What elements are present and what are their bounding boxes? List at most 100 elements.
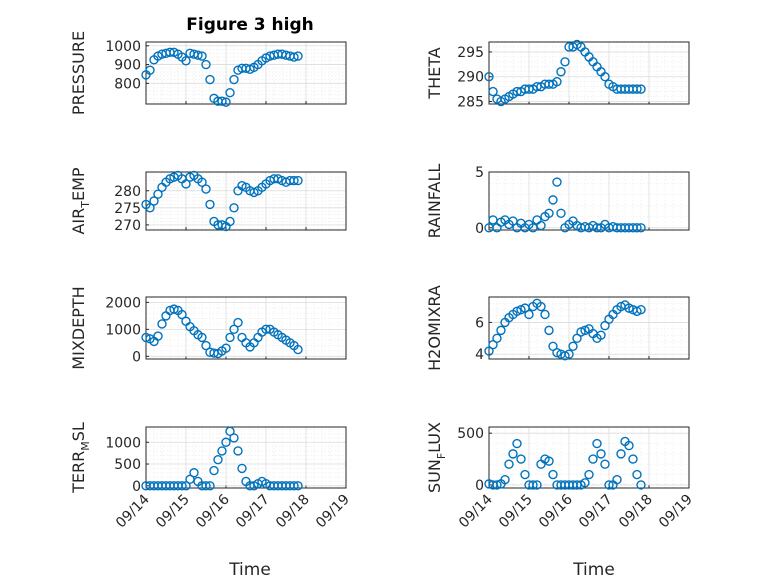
axes-terr_msl: 09/14 09/15 09/16 09/17 09/18 09/19 0 500 1000 TE… [69, 422, 353, 531]
y-tick-label: 270 [114, 218, 141, 234]
data-point [261, 324, 271, 335]
data-point [225, 332, 235, 343]
data-point [604, 480, 614, 490]
x-tick-label: 09/18 [616, 492, 656, 532]
axes-frame [488, 296, 690, 360]
data-point [229, 74, 239, 85]
x-tick-label: 09/15 [496, 492, 536, 532]
x-tick-label: 09/16 [536, 491, 576, 531]
y-tick-label: 900 [114, 58, 141, 74]
data-point [225, 88, 235, 98]
data-point [237, 463, 247, 474]
data-point [229, 203, 239, 213]
data-point [616, 449, 626, 459]
data-point [221, 97, 231, 107]
data-point [528, 480, 538, 490]
data-point [225, 216, 235, 227]
data-point [181, 56, 191, 66]
y-tick-label: 2000 [105, 295, 141, 311]
data-point [153, 331, 163, 341]
data-point [205, 74, 215, 85]
data-point [197, 51, 207, 61]
data-point [492, 480, 502, 490]
data-point [488, 86, 498, 97]
data-point [233, 446, 243, 456]
y-tick-label: 0 [475, 221, 484, 237]
data-point [580, 478, 590, 488]
data-point [636, 305, 646, 315]
data-point [289, 481, 299, 491]
data-point [205, 481, 215, 491]
axes-mixdepth: 0 1000 2000 MIXDEPTH [69, 286, 347, 370]
data-point [556, 67, 566, 77]
axes-theta: 285 290 295 THETA [425, 39, 690, 111]
axes-rainfall: 0 5 RAINFALL [425, 164, 690, 238]
data-point [197, 177, 207, 187]
y-tick-label: 285 [457, 95, 484, 111]
data-point [229, 324, 239, 335]
x-tick-label: 09/15 [153, 492, 193, 532]
data-point [201, 184, 211, 194]
data-point [201, 59, 211, 70]
axes-frame [488, 426, 690, 489]
data-point [221, 437, 231, 447]
data-point [544, 79, 554, 89]
data-point [512, 86, 522, 97]
data-point [293, 51, 303, 61]
data-point [201, 340, 211, 351]
data-point [600, 72, 610, 82]
data-point [508, 449, 518, 459]
data-point [512, 438, 522, 449]
data-point [548, 195, 558, 205]
y-tick-label: 0 [475, 478, 484, 494]
data-point [544, 208, 554, 218]
data-point [197, 332, 207, 343]
data-point [504, 459, 514, 469]
axes-sun_flux: 09/14 09/15 09/16 09/17 09/18 09/19 0 500 SUNFLU… [425, 422, 696, 531]
x-tick-label: 09/18 [273, 492, 313, 532]
data-point [496, 325, 506, 336]
data-point [552, 76, 562, 87]
data-point [225, 426, 235, 437]
y-axis-label: H2OMIXRA [425, 285, 444, 371]
data-point [552, 177, 562, 187]
data-point [153, 189, 163, 199]
data-point [632, 223, 642, 233]
x-tick-label: 09/19 [656, 492, 696, 532]
data-point [157, 319, 167, 329]
data-point [233, 317, 243, 328]
y-tick-label: 1000 [105, 39, 141, 55]
data-point [556, 208, 566, 218]
y-tick-label: 800 [114, 76, 141, 92]
data-point [568, 341, 578, 351]
data-point [209, 465, 219, 476]
data-point [636, 223, 646, 233]
x-tick-label: 09/14 [456, 491, 496, 531]
data-point [524, 84, 534, 94]
data-point [536, 301, 546, 312]
x-tick-label: 09/14 [113, 491, 153, 531]
data-point [145, 203, 155, 213]
data-point [636, 480, 646, 490]
data-point [217, 96, 227, 106]
axes-h2omixra: 4 6 H2OMIXRA [425, 285, 690, 371]
data-point [592, 223, 602, 233]
y-tick-label: 500 [114, 457, 141, 473]
y-tick-label: 1000 [105, 322, 141, 338]
data-point [588, 454, 598, 464]
data-point [520, 469, 530, 480]
plot-area [145, 426, 347, 489]
data-point [289, 52, 299, 62]
y-tick-label: 1000 [105, 435, 141, 451]
data-point [560, 57, 570, 67]
data-point [532, 480, 542, 490]
data-point [564, 42, 574, 52]
y-tick-label: 295 [457, 45, 484, 61]
y-axis-label: SUNFLUX [425, 422, 448, 493]
data-point [548, 469, 558, 480]
data-point [592, 438, 602, 449]
x-axis-label-left: Time [228, 560, 271, 580]
data-point [584, 469, 594, 480]
